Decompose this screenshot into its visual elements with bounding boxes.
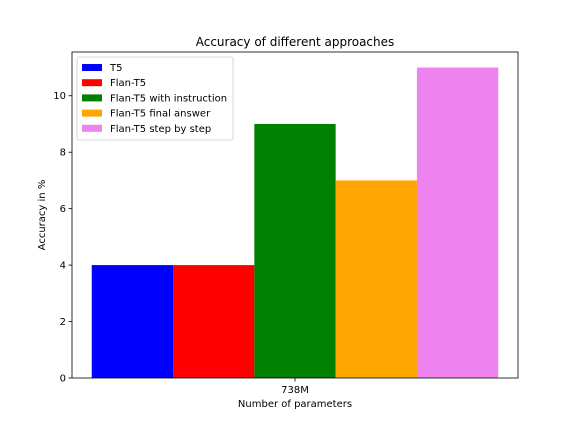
legend-swatch-5 — [82, 124, 102, 132]
y-tick-label-0: 0 — [60, 374, 66, 385]
y-tick-label-3: 6 — [60, 204, 66, 215]
y-tick-label-2: 4 — [60, 261, 66, 272]
x-tick-label-0: 738M — [281, 385, 309, 396]
legend-label-4: Flan-T5 final answer — [110, 109, 211, 120]
legend-swatch-1 — [82, 64, 102, 71]
y-axis-label: Accuracy in % — [37, 180, 48, 251]
legend-box — [76, 56, 234, 141]
legend-swatch-3 — [82, 94, 102, 102]
legend-label-2: Flan-T5 — [110, 78, 146, 89]
bar-2 — [173, 265, 255, 378]
x-axis-label: Number of parameters — [238, 399, 352, 410]
bars-group — [91, 67, 499, 379]
y-axis: 0 2 4 6 8 10 — [53, 91, 72, 385]
legend: T5 Flan-T5 Flan-T5 with instruction Flan-T5… — [76, 56, 234, 141]
x-axis: 738M — [281, 378, 309, 396]
y-tick-label-4: 8 — [60, 148, 66, 159]
bar-5 — [416, 67, 499, 379]
legend-swatch-2 — [82, 79, 102, 87]
legend-label-3: Flan-T5 with instruction — [110, 93, 227, 104]
legend-label-1: T5 — [109, 63, 122, 74]
chart-title: Accuracy of different approaches — [196, 35, 395, 49]
y-tick-label-1: 2 — [60, 317, 66, 328]
bar-4 — [335, 180, 417, 378]
bar-3 — [254, 123, 336, 378]
y-tick-label-5: 10 — [53, 91, 66, 102]
legend-swatch-4 — [82, 109, 102, 117]
legend-label-5: Flan-T5 step by step — [110, 124, 211, 135]
bar-1 — [91, 265, 174, 378]
